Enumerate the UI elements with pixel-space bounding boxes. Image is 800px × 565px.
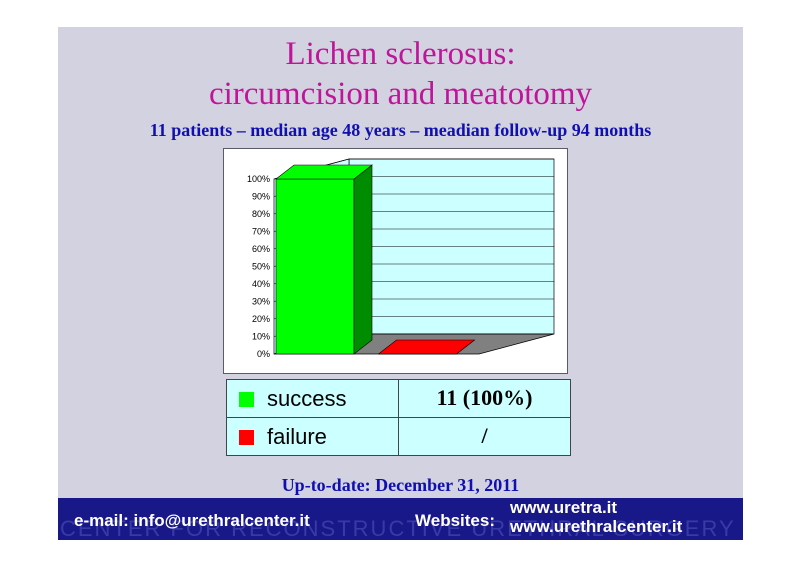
y-tick-label: 60%	[252, 244, 270, 254]
y-tick-label: 10%	[252, 332, 270, 342]
bar-failure-top	[377, 339, 476, 355]
failure-label: failure	[267, 424, 327, 449]
success-swatch	[239, 392, 254, 407]
y-tick-label: 50%	[252, 262, 270, 272]
bar-success-front	[275, 178, 355, 355]
slide: Lichen sclerosus: circumcision and meato…	[58, 27, 743, 540]
footer-email[interactable]: e-mail: info@urethralcenter.it	[74, 511, 310, 530]
y-tick-label: 100%	[247, 174, 270, 184]
chart-frame: 0% 10% 20% 30% 40% 50% 60% 70% 80% 90% 100%	[223, 148, 568, 374]
y-tick-label: 80%	[252, 209, 270, 219]
subtitle: 11 patients – median age 48 years – mead…	[149, 120, 652, 140]
failure-value: /	[481, 423, 488, 448]
footer-websites-label: Websites:	[415, 511, 495, 530]
table-row-success: success 11 (100%)	[227, 380, 570, 418]
title-line-1: Lichen sclerosus:	[285, 36, 516, 72]
y-tick-label: 20%	[252, 314, 270, 324]
legend-table: success 11 (100%) failure /	[226, 379, 571, 456]
footer-watermark: CENTER FOR RECONSTRUCTIVE URETHRAL SURGE…	[60, 516, 736, 540]
bar-chart: 0% 10% 20% 30% 40% 50% 60% 70% 80% 90% 100%	[247, 158, 555, 359]
y-tick-label: 40%	[252, 279, 270, 289]
y-tick-label: 90%	[252, 192, 270, 202]
success-label: success	[267, 386, 347, 411]
table-row-failure: failure /	[227, 418, 570, 455]
title-line-2: circumcision and meatotomy	[208, 76, 593, 112]
y-tick-label: 70%	[252, 227, 270, 237]
success-value: 11 (100%)	[436, 385, 533, 410]
failure-swatch	[239, 430, 254, 445]
y-tick-label: 30%	[252, 297, 270, 307]
footer-site-link-1[interactable]: www.uretra.it	[510, 498, 618, 517]
bar-success-side	[353, 164, 373, 355]
footer-site-link-2[interactable]: www.urethralcenter.it	[510, 517, 683, 536]
y-tick-label: 0%	[257, 349, 270, 359]
bar-success-top	[275, 164, 373, 180]
footer-bar: CENTER FOR RECONSTRUCTIVE URETHRAL SURGE…	[58, 498, 743, 540]
update-note: Up-to-date: December 31, 2011	[281, 475, 520, 495]
